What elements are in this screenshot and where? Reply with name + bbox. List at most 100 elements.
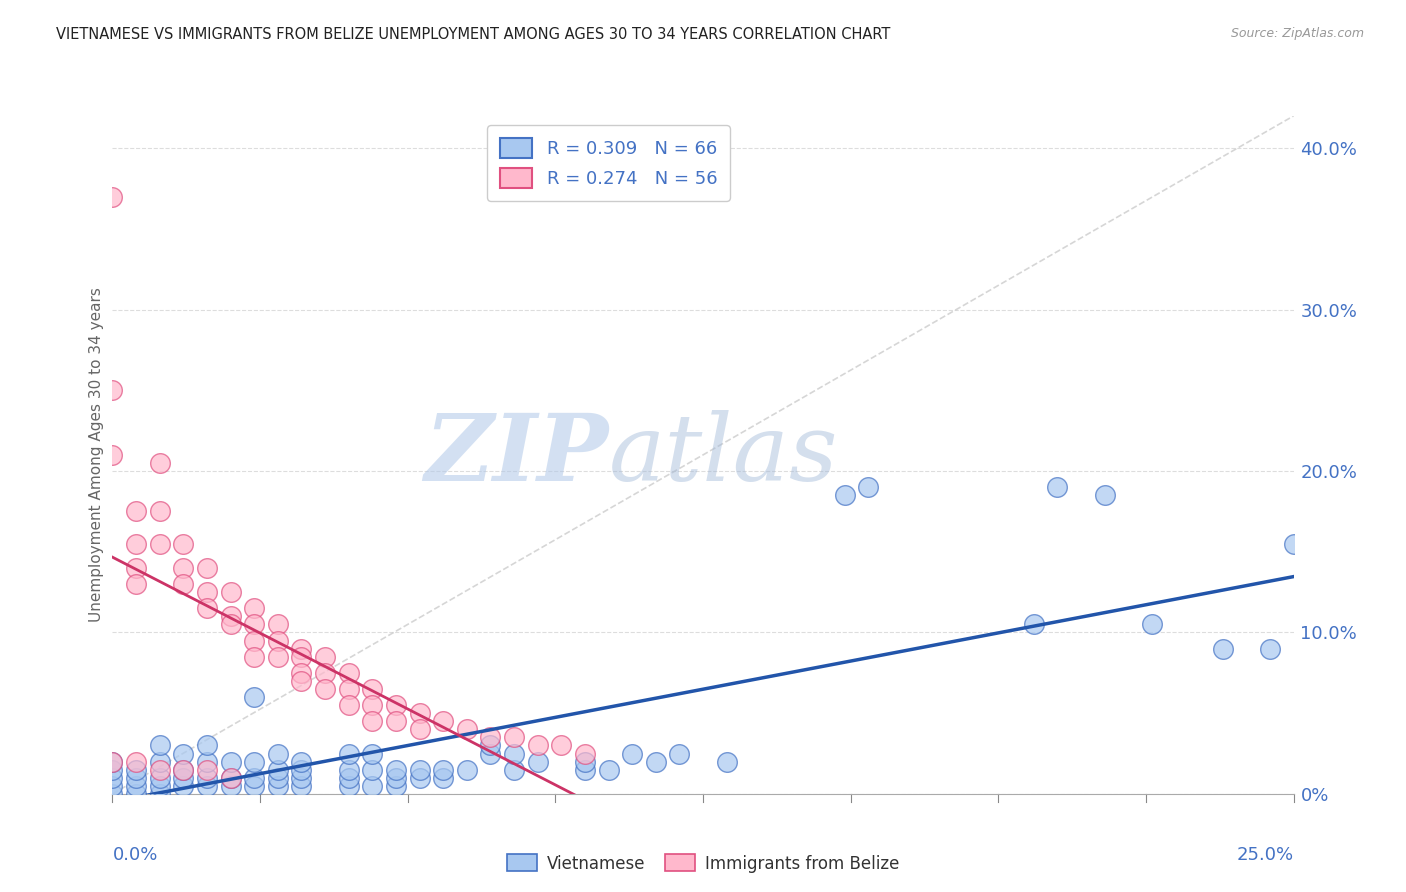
Point: [526, 755, 548, 769]
Point: [149, 763, 172, 777]
Point: [432, 763, 454, 777]
Point: [267, 649, 290, 664]
Point: [574, 763, 596, 777]
Point: [290, 763, 312, 777]
Point: [195, 739, 218, 753]
Point: [172, 771, 194, 785]
Point: [385, 698, 408, 712]
Point: [149, 787, 172, 801]
Point: [195, 763, 218, 777]
Point: [267, 779, 290, 793]
Point: [149, 504, 172, 518]
Point: [1140, 617, 1163, 632]
Point: [267, 617, 290, 632]
Point: [243, 779, 266, 793]
Point: [361, 763, 384, 777]
Point: [1212, 641, 1234, 656]
Point: [149, 456, 172, 470]
Point: [149, 771, 172, 785]
Point: [432, 771, 454, 785]
Point: [621, 747, 644, 761]
Point: [125, 504, 148, 518]
Point: [503, 747, 526, 761]
Point: [668, 747, 690, 761]
Point: [243, 771, 266, 785]
Legend: R = 0.309   N = 66, R = 0.274   N = 56: R = 0.309 N = 66, R = 0.274 N = 56: [486, 125, 730, 201]
Point: [243, 755, 266, 769]
Point: [314, 665, 336, 680]
Point: [101, 755, 124, 769]
Point: [644, 755, 666, 769]
Point: [408, 723, 430, 737]
Point: [195, 779, 218, 793]
Point: [361, 779, 384, 793]
Point: [172, 763, 194, 777]
Point: [267, 763, 290, 777]
Point: [1258, 641, 1281, 656]
Point: [408, 706, 430, 721]
Point: [574, 747, 596, 761]
Point: [1094, 488, 1116, 502]
Point: [337, 747, 360, 761]
Point: [243, 617, 266, 632]
Point: [598, 763, 620, 777]
Point: [1046, 480, 1069, 494]
Point: [172, 577, 194, 591]
Point: [361, 714, 384, 729]
Point: [195, 755, 218, 769]
Point: [1022, 617, 1045, 632]
Legend: Vietnamese, Immigrants from Belize: Vietnamese, Immigrants from Belize: [501, 847, 905, 880]
Point: [314, 681, 336, 696]
Point: [290, 673, 312, 688]
Point: [337, 698, 360, 712]
Text: Source: ZipAtlas.com: Source: ZipAtlas.com: [1230, 27, 1364, 40]
Point: [219, 585, 242, 599]
Point: [101, 189, 124, 203]
Text: VIETNAMESE VS IMMIGRANTS FROM BELIZE UNEMPLOYMENT AMONG AGES 30 TO 34 YEARS CORR: VIETNAMESE VS IMMIGRANTS FROM BELIZE UNE…: [56, 27, 890, 42]
Point: [337, 763, 360, 777]
Point: [385, 763, 408, 777]
Point: [834, 488, 856, 502]
Point: [101, 779, 124, 793]
Point: [1282, 537, 1305, 551]
Point: [243, 601, 266, 615]
Point: [314, 649, 336, 664]
Point: [101, 771, 124, 785]
Point: [172, 747, 194, 761]
Point: [195, 561, 218, 575]
Point: [149, 755, 172, 769]
Point: [267, 747, 290, 761]
Point: [125, 755, 148, 769]
Point: [149, 537, 172, 551]
Point: [267, 771, 290, 785]
Point: [219, 771, 242, 785]
Point: [361, 747, 384, 761]
Point: [479, 731, 502, 745]
Point: [290, 665, 312, 680]
Point: [361, 698, 384, 712]
Point: [337, 779, 360, 793]
Point: [219, 755, 242, 769]
Point: [243, 690, 266, 704]
Point: [219, 779, 242, 793]
Point: [408, 763, 430, 777]
Point: [195, 585, 218, 599]
Point: [101, 448, 124, 462]
Point: [172, 763, 194, 777]
Text: 0.0%: 0.0%: [112, 846, 157, 863]
Point: [101, 755, 124, 769]
Point: [290, 649, 312, 664]
Point: [716, 755, 738, 769]
Point: [503, 763, 526, 777]
Point: [526, 739, 548, 753]
Point: [337, 665, 360, 680]
Point: [337, 681, 360, 696]
Point: [243, 633, 266, 648]
Point: [125, 779, 148, 793]
Point: [243, 649, 266, 664]
Point: [479, 747, 502, 761]
Point: [101, 763, 124, 777]
Point: [503, 731, 526, 745]
Text: atlas: atlas: [609, 410, 838, 500]
Point: [361, 681, 384, 696]
